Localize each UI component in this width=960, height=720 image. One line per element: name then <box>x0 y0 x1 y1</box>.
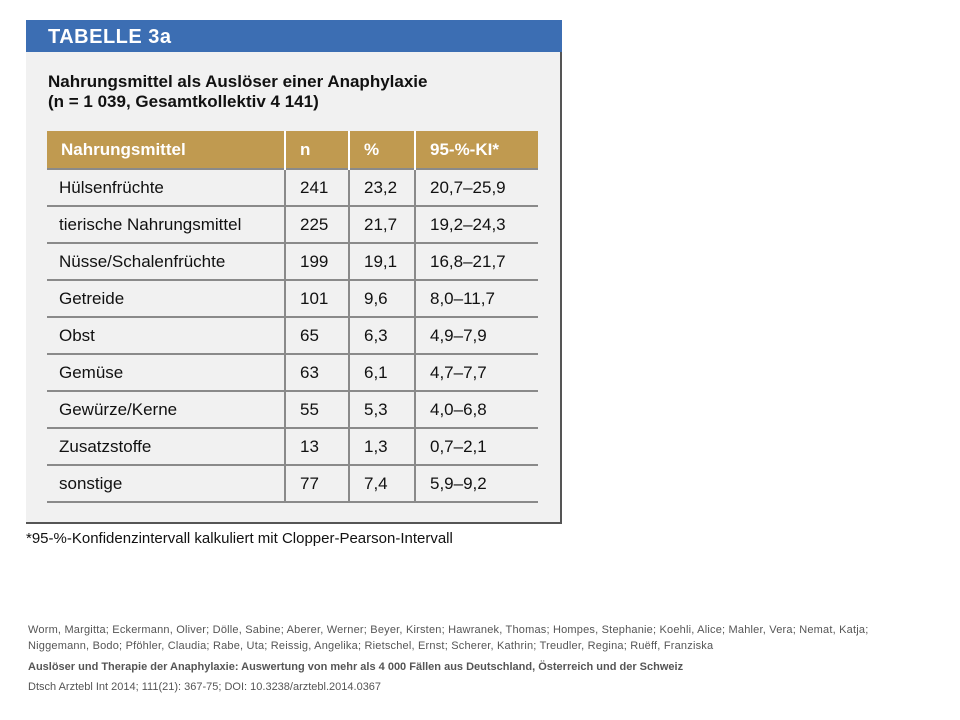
data-table: Nahrungsmittel n % 95-%-KI* Hülsenfrücht… <box>47 131 538 503</box>
table-header-row: Nahrungsmittel n % 95-%-KI* <box>47 131 538 169</box>
cell-ci: 5,9–9,2 <box>415 465 538 503</box>
cell-n: 55 <box>285 391 350 429</box>
column-header-food: Nahrungsmittel <box>47 131 286 169</box>
citation-title: Auslöser und Therapie der Anaphylaxie: A… <box>28 661 684 673</box>
citation-authors: Worm, Margitta; Eckermann, Oliver; Dölle… <box>28 624 869 652</box>
citation: Worm, Margitta; Eckermann, Oliver; Dölle… <box>28 622 928 695</box>
cell-n: 101 <box>285 280 350 318</box>
column-header-n: n <box>285 131 350 169</box>
cell-food: sonstige <box>47 465 286 503</box>
table-figure: TABELLE 3a Nahrungsmittel als Auslöser e… <box>26 20 562 524</box>
cell-n: 77 <box>285 465 350 503</box>
cell-n: 65 <box>285 317 350 355</box>
cell-ci: 16,8–21,7 <box>415 243 538 281</box>
table-row: Getreide 101 9,6 8,0–11,7 <box>47 280 538 318</box>
cell-n: 13 <box>285 428 350 466</box>
table-row: Obst 65 6,3 4,9–7,9 <box>47 317 538 355</box>
citation-journal: Dtsch Arztebl Int 2014; 111(21): 367-75;… <box>28 681 382 693</box>
cell-ci: 20,7–25,9 <box>415 168 538 207</box>
cell-percent: 7,4 <box>349 465 416 503</box>
cell-ci: 4,9–7,9 <box>415 317 538 355</box>
cell-ci: 4,7–7,7 <box>415 354 538 392</box>
table-row: Hülsenfrüchte 241 23,2 20,7–25,9 <box>47 168 538 207</box>
table-row: Zusatzstoffe 13 1,3 0,7–2,1 <box>47 428 538 466</box>
table-row: tierische Nahrungsmittel 225 21,7 19,2–24,3 <box>47 206 538 244</box>
figure-label: TABELLE 3a <box>26 20 562 52</box>
cell-food: Obst <box>47 317 286 355</box>
cell-ci: 8,0–11,7 <box>415 280 538 318</box>
cell-food: Getreide <box>47 280 286 318</box>
cell-food: Hülsenfrüchte <box>47 168 286 207</box>
table-row: sonstige 77 7,4 5,9–9,2 <box>47 465 538 503</box>
cell-percent: 9,6 <box>349 280 416 318</box>
cell-n: 225 <box>285 206 350 244</box>
cell-food: tierische Nahrungsmittel <box>47 206 286 244</box>
cell-percent: 19,1 <box>349 243 416 281</box>
cell-ci: 19,2–24,3 <box>415 206 538 244</box>
cell-n: 199 <box>285 243 350 281</box>
cell-percent: 1,3 <box>349 428 416 466</box>
cell-n: 241 <box>285 168 350 207</box>
table-title-line2: (n = 1 039, Gesamtkollektiv 4 141) <box>48 92 319 111</box>
table-row: Nüsse/Schalenfrüchte 199 19,1 16,8–21,7 <box>47 243 538 281</box>
cell-food: Gewürze/Kerne <box>47 391 286 429</box>
table-row: Gemüse 63 6,1 4,7–7,7 <box>47 354 538 392</box>
cell-percent: 21,7 <box>349 206 416 244</box>
cell-food: Gemüse <box>47 354 286 392</box>
cell-percent: 6,1 <box>349 354 416 392</box>
column-header-ci: 95-%-KI* <box>415 131 538 169</box>
cell-percent: 5,3 <box>349 391 416 429</box>
table-title-line1: Nahrungsmittel als Auslöser einer Anaphy… <box>48 72 428 91</box>
column-header-percent: % <box>349 131 416 169</box>
table-title: Nahrungsmittel als Auslöser einer Anaphy… <box>48 72 548 112</box>
cell-n: 63 <box>285 354 350 392</box>
cell-percent: 23,2 <box>349 168 416 207</box>
cell-ci: 0,7–2,1 <box>415 428 538 466</box>
table-row: Gewürze/Kerne 55 5,3 4,0–6,8 <box>47 391 538 429</box>
cell-food: Nüsse/Schalenfrüchte <box>47 243 286 281</box>
table-footnote: *95-%-Konfidenzintervall kalkuliert mit … <box>26 530 453 547</box>
cell-percent: 6,3 <box>349 317 416 355</box>
cell-food: Zusatzstoffe <box>47 428 286 466</box>
cell-ci: 4,0–6,8 <box>415 391 538 429</box>
